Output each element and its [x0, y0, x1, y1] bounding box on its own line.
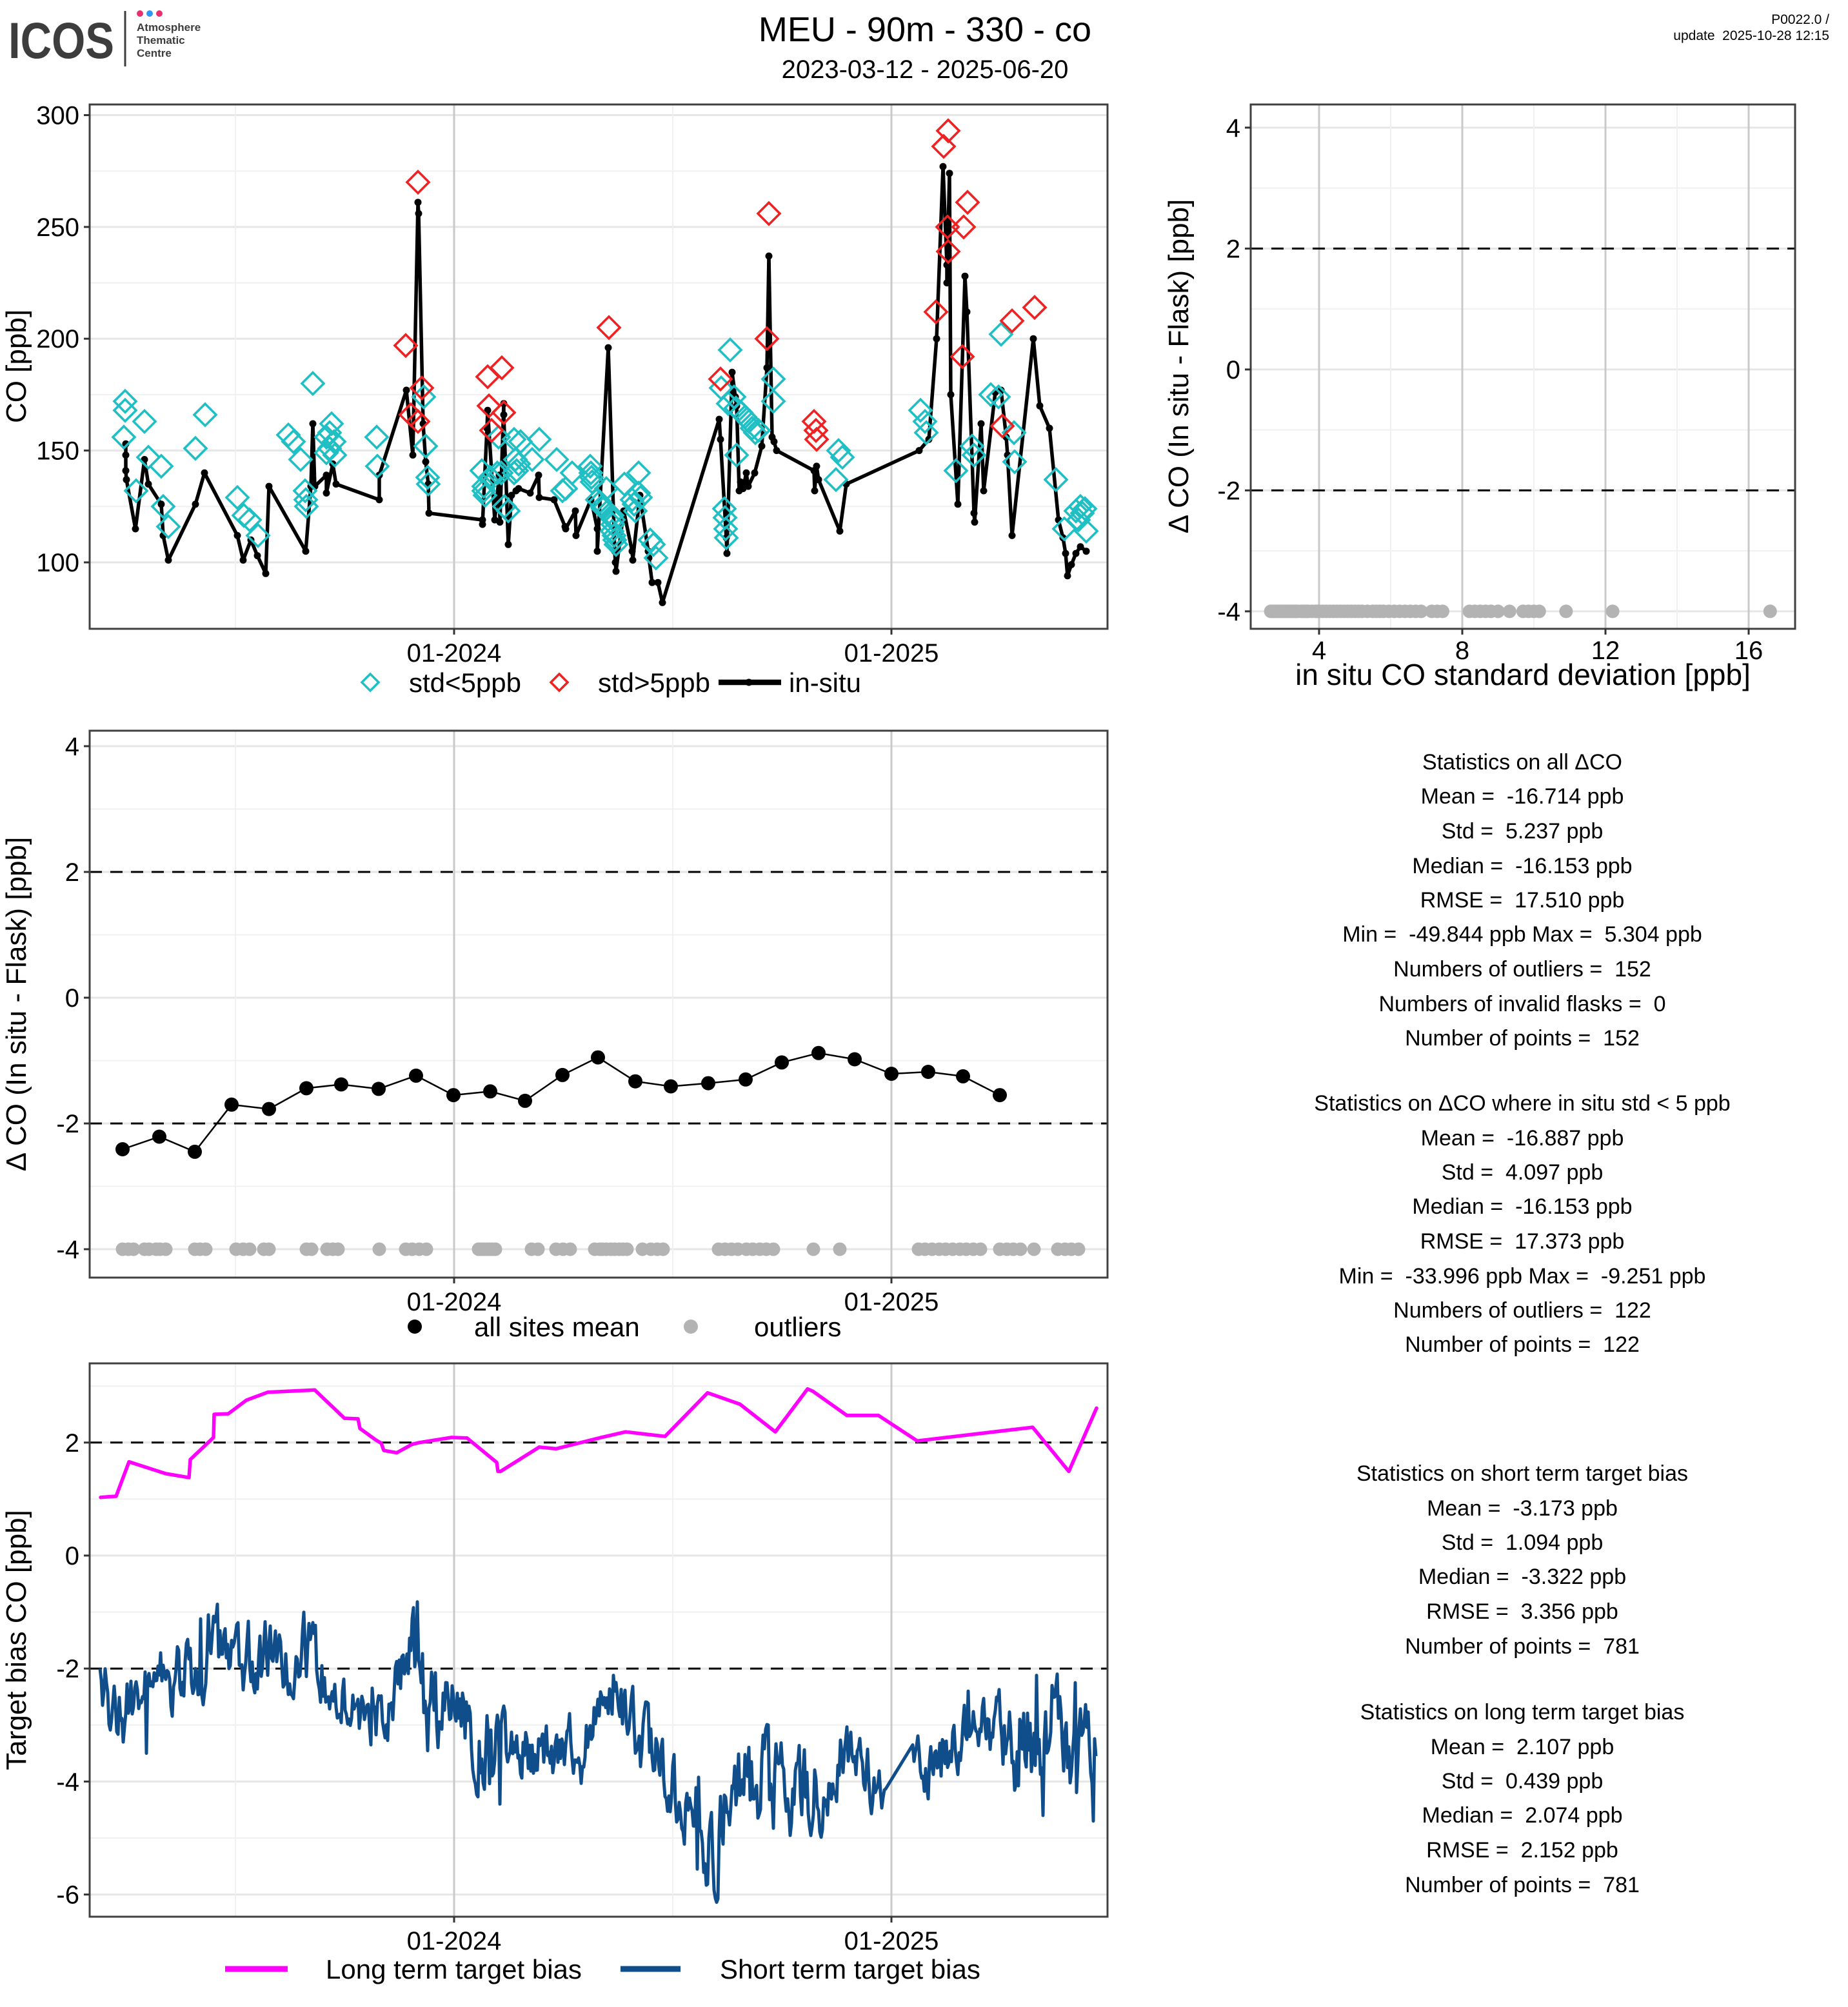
svg-text:Δ CO (In situ - Flask) [ppb]: Δ CO (In situ - Flask) [ppb]	[1163, 199, 1195, 533]
svg-text:P0022.0 /: P0022.0 /	[1771, 12, 1829, 27]
svg-text:Target bias CO [ppb]: Target bias CO [ppb]	[1, 1510, 32, 1770]
svg-text:01-2024: 01-2024	[407, 1927, 502, 1955]
svg-text:Numbers of outliers = 122: Numbers of outliers = 122	[1393, 1298, 1651, 1323]
svg-text:Number of points = 781: Number of points = 781	[1405, 1873, 1640, 1897]
svg-text:Short term target bias: Short term target bias	[720, 1954, 980, 1984]
svg-text:Long term target bias: Long term target bias	[326, 1954, 582, 1984]
svg-text:Mean = -16.887 ppb: Mean = -16.887 ppb	[1421, 1126, 1624, 1151]
svg-text:Median = -16.153 ppb: Median = -16.153 ppb	[1412, 854, 1632, 878]
svg-text:in-situ: in-situ	[789, 667, 861, 698]
svg-text:Numbers of outliers = 152: Numbers of outliers = 152	[1393, 957, 1651, 982]
svg-text:-6: -6	[56, 1881, 79, 1910]
svg-text:Statistics on ΔCO where in sit: Statistics on ΔCO where in situ std < 5 …	[1314, 1091, 1730, 1116]
svg-text:8: 8	[1455, 637, 1469, 665]
svg-text:Statistics on long term target: Statistics on long term target bias	[1360, 1700, 1685, 1725]
svg-text:Median = -3.322 ppb: Median = -3.322 ppb	[1418, 1565, 1626, 1589]
svg-text:Numbers of invalid flasks = 0: Numbers of invalid flasks = 0	[1378, 992, 1665, 1016]
svg-text:RMSE = 17.510 ppb: RMSE = 17.510 ppb	[1420, 888, 1625, 913]
svg-text:150: 150	[36, 437, 79, 466]
svg-text:01-2025: 01-2025	[844, 639, 939, 667]
svg-text:CO [ppb]: CO [ppb]	[1, 310, 32, 423]
svg-text:250: 250	[36, 213, 79, 242]
svg-text:-4: -4	[1217, 598, 1240, 626]
svg-text:RMSE = 3.356 ppb: RMSE = 3.356 ppb	[1426, 1599, 1618, 1624]
svg-text:Thematic: Thematic	[137, 34, 185, 46]
svg-text:Mean = -3.173 ppb: Mean = -3.173 ppb	[1427, 1496, 1618, 1521]
svg-text:std<5ppb: std<5ppb	[409, 667, 521, 698]
svg-text:outliers: outliers	[754, 1312, 841, 1342]
svg-text:2: 2	[1226, 235, 1240, 263]
svg-text:-2: -2	[56, 1110, 79, 1138]
svg-text:Centre: Centre	[137, 47, 172, 59]
svg-text:12: 12	[1591, 637, 1620, 665]
svg-text:Statistics on all ΔCO: Statistics on all ΔCO	[1422, 750, 1622, 775]
svg-text:01-2025: 01-2025	[844, 1288, 939, 1316]
svg-text:Min = -33.996 ppb Max = -9.2: Min = -33.996 ppb Max = -9.251 ppb	[1339, 1264, 1706, 1289]
svg-text:Δ CO (In situ - Flask) [ppb]: Δ CO (In situ - Flask) [ppb]	[1, 837, 32, 1171]
svg-text:Number of points = 152: Number of points = 152	[1405, 1026, 1640, 1051]
svg-text:std>5ppb: std>5ppb	[598, 667, 710, 698]
svg-text:Median = -16.153 ppb: Median = -16.153 ppb	[1412, 1194, 1632, 1219]
svg-text:all sites mean: all sites mean	[474, 1312, 640, 1342]
svg-text:Number of points = 122: Number of points = 122	[1405, 1332, 1640, 1357]
svg-text:01-2024: 01-2024	[407, 1288, 502, 1316]
svg-text:4: 4	[1226, 114, 1240, 143]
svg-text:200: 200	[36, 325, 79, 353]
svg-text:4: 4	[1312, 637, 1326, 665]
svg-text:RMSE = 2.152 ppb: RMSE = 2.152 ppb	[1426, 1838, 1618, 1863]
svg-text:Atmosphere: Atmosphere	[137, 21, 201, 34]
svg-text:Std = 1.094 ppb: Std = 1.094 ppb	[1442, 1530, 1603, 1555]
svg-text:in situ CO standard deviation: in situ CO standard deviation [ppb]	[1295, 658, 1751, 691]
svg-text:0: 0	[65, 1542, 79, 1570]
svg-text:-4: -4	[56, 1236, 79, 1264]
svg-text:Number of points = 781: Number of points = 781	[1405, 1634, 1640, 1659]
svg-text:Std = 0.439 ppb: Std = 0.439 ppb	[1442, 1769, 1603, 1794]
svg-text:0: 0	[65, 984, 79, 1013]
svg-text:4: 4	[65, 733, 79, 761]
svg-text:RMSE = 17.373 ppb: RMSE = 17.373 ppb	[1420, 1229, 1625, 1254]
svg-text:2: 2	[65, 858, 79, 887]
svg-text:Median = 2.074 ppb: Median = 2.074 ppb	[1422, 1803, 1623, 1828]
svg-text:2: 2	[65, 1429, 79, 1458]
svg-text:01-2025: 01-2025	[844, 1927, 939, 1955]
svg-text:0: 0	[1226, 356, 1240, 384]
svg-text:-4: -4	[56, 1768, 79, 1796]
svg-text:Mean = 2.107 ppb: Mean = 2.107 ppb	[1431, 1735, 1615, 1759]
svg-text:Std = 5.237 ppb: Std = 5.237 ppb	[1442, 819, 1603, 844]
svg-text:update 2025-10-28 12:15: update 2025-10-28 12:15	[1673, 28, 1829, 43]
svg-text:300: 300	[36, 102, 79, 130]
svg-text:01-2024: 01-2024	[407, 639, 502, 667]
svg-text:MEU - 90m - 330 - co: MEU - 90m - 330 - co	[759, 10, 1091, 49]
svg-text:Min = -49.844 ppb Max = 5.30: Min = -49.844 ppb Max = 5.304 ppb	[1342, 922, 1702, 947]
svg-text:ICOS: ICOS	[8, 12, 114, 69]
svg-text:Mean = -16.714 ppb: Mean = -16.714 ppb	[1421, 784, 1624, 809]
svg-text:Statistics on short term targe: Statistics on short term target bias	[1356, 1461, 1688, 1486]
svg-text:-2: -2	[1217, 477, 1240, 505]
svg-text:2023-03-12 - 2025-06-20: 2023-03-12 - 2025-06-20	[782, 55, 1069, 84]
svg-text:100: 100	[36, 549, 79, 577]
svg-text:-2: -2	[56, 1655, 79, 1683]
svg-text:16: 16	[1734, 637, 1764, 665]
svg-text:Std = 4.097 ppb: Std = 4.097 ppb	[1442, 1160, 1603, 1185]
